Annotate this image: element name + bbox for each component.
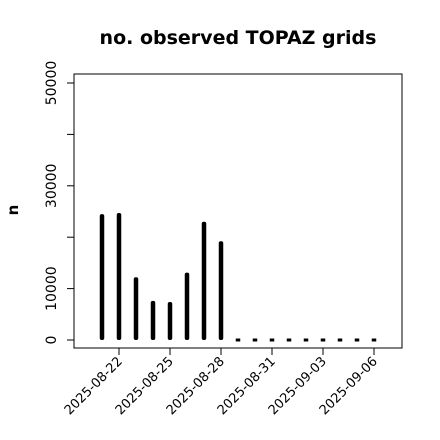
bar xyxy=(337,338,343,342)
y-tick-label: 50000 xyxy=(44,61,60,106)
bar xyxy=(201,221,207,340)
chart-title: no. observed TOPAZ grids xyxy=(100,27,377,49)
bar xyxy=(303,338,309,342)
y-tick-label: 0 xyxy=(44,336,60,345)
bar xyxy=(150,300,156,340)
y-axis: 0 10000 30000 50000 xyxy=(44,61,75,345)
y-axis-label: n xyxy=(4,205,22,216)
bar xyxy=(371,338,377,342)
bar xyxy=(235,338,241,342)
bars xyxy=(99,213,377,342)
bar xyxy=(320,338,326,342)
plot-frame xyxy=(73,73,403,349)
bar xyxy=(99,214,105,340)
bar xyxy=(218,241,224,340)
x-axis: 2025-08-222025-08-252025-08-282025-08-31… xyxy=(62,347,381,418)
bar xyxy=(354,338,360,342)
bar xyxy=(269,338,275,342)
bar xyxy=(167,301,173,340)
bar xyxy=(252,338,258,342)
y-tick-label: 30000 xyxy=(44,164,60,209)
y-tick-label: 10000 xyxy=(44,266,60,311)
bar xyxy=(116,213,122,340)
bar xyxy=(286,338,292,342)
bar xyxy=(184,272,190,340)
bar xyxy=(133,277,139,340)
